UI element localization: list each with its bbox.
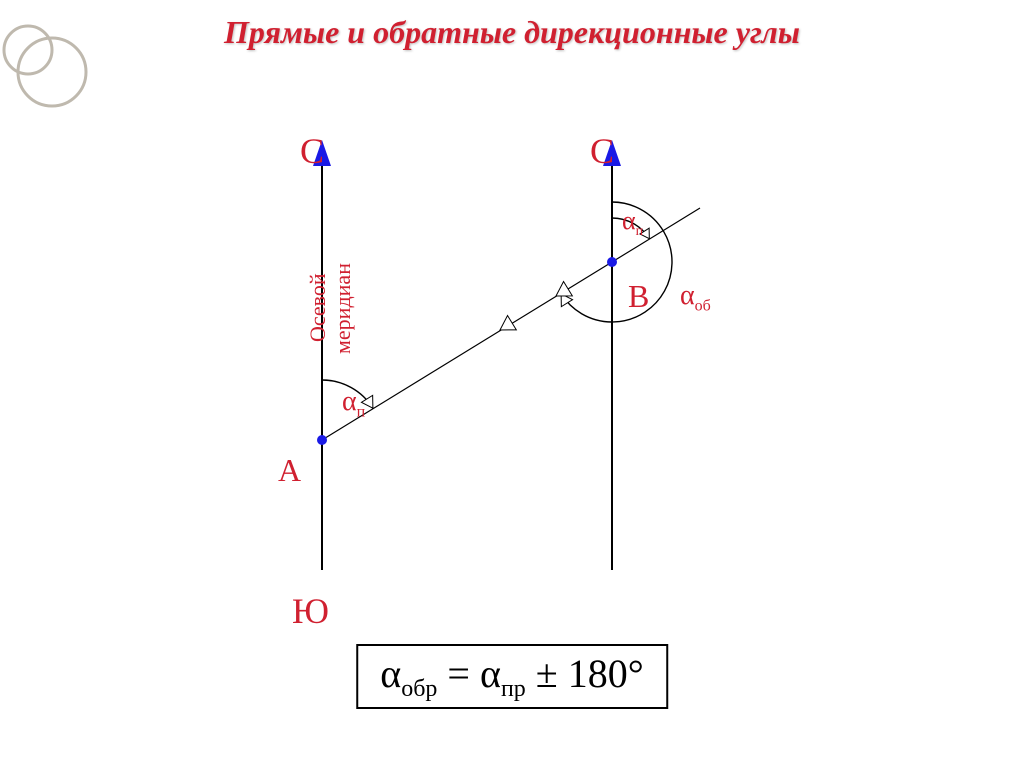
- alpha-sub: об: [695, 298, 711, 315]
- formula-pm: ±: [526, 651, 568, 696]
- label-alpha-ob: αоб: [680, 280, 711, 316]
- alpha-glyph: α: [622, 206, 636, 235]
- label-alpha-p-B: αп: [622, 206, 643, 240]
- label-A: A: [278, 452, 301, 489]
- formula-alpha-left: α: [380, 651, 401, 696]
- alpha-sub: п: [636, 224, 644, 239]
- formula-eq: =: [437, 651, 480, 696]
- diagram-svg: [0, 90, 1024, 610]
- formula-sub-right: пр: [501, 676, 526, 702]
- label-C-right: С: [590, 130, 614, 172]
- label-B: B: [628, 278, 649, 315]
- formula-alpha-right: α: [480, 651, 501, 696]
- label-alpha-p-A: αп: [342, 386, 365, 422]
- axial-meridian-label-2: меридиан: [330, 263, 356, 354]
- formula-sub-left: обр: [401, 676, 437, 702]
- alpha-glyph: α: [342, 386, 357, 417]
- axial-meridian-label-1: Осевой: [305, 273, 331, 342]
- label-Yu: Ю: [292, 590, 329, 632]
- label-C-left: С: [300, 130, 324, 172]
- slide-title: Прямые и обратные дирекционные углы: [0, 14, 1024, 51]
- alpha-sub: п: [357, 404, 366, 421]
- alpha-glyph: α: [680, 280, 695, 311]
- formula-val: 180°: [568, 651, 644, 696]
- diagram: Осевой меридиан С С Ю A B αп αп αоб: [0, 90, 1024, 610]
- formula-box: αобр = αпр ± 180°: [356, 644, 668, 709]
